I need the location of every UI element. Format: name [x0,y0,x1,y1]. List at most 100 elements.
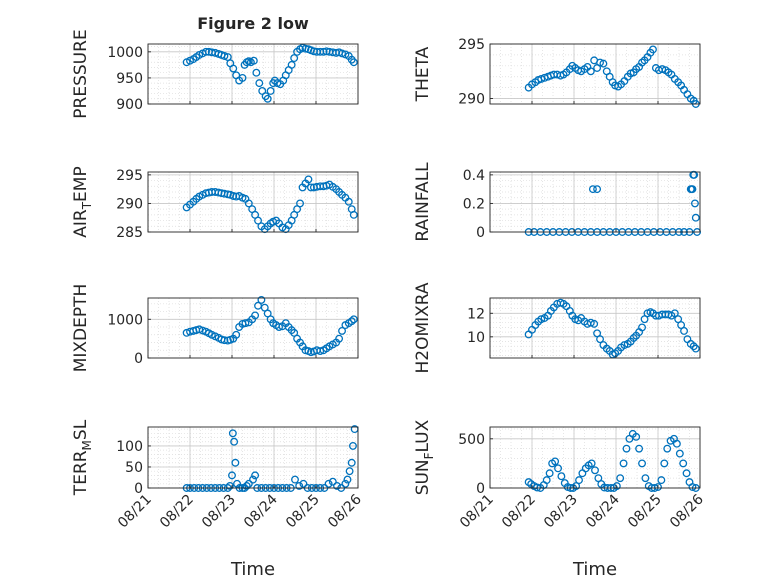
data-point [332,48,341,57]
data-point [654,483,662,491]
data-point [347,317,356,326]
axes-box [489,426,701,489]
axes-box [489,43,701,105]
data-point [344,197,353,206]
data-point [249,56,258,65]
data-point [238,73,247,82]
data-point [691,199,699,208]
y-tick-label: 900 [116,97,143,113]
y-tick-label: 0.2 [463,196,485,212]
data-point [251,311,260,320]
axes-box [489,297,701,359]
data-point [649,45,657,54]
data-point [537,74,546,83]
data-point [596,335,604,344]
data-point [220,52,229,60]
data-point [290,54,299,63]
y-tick-label: 0 [476,481,485,497]
data-point [672,439,681,448]
data-point [244,199,253,208]
data-point [254,216,262,225]
data-point [660,459,669,468]
data-point [228,429,237,438]
data-point [657,476,666,485]
data-point [263,94,272,103]
y-axis-label: SUNFLUX [413,419,436,495]
data-point [658,65,667,74]
data-point [619,459,628,468]
x-axis-label-left: Time [230,559,275,580]
data-point [349,58,358,67]
y-axis-label: MIXDEPTH [71,284,91,373]
data-point [533,483,541,492]
y-tick-label: 0 [476,225,485,241]
y-axis-label: PRESSURE [71,29,91,118]
data-point [616,474,625,483]
data-point [675,449,684,458]
data-point [586,318,595,327]
data-point [596,58,604,67]
data-point [229,192,238,200]
y-tick-label: 295 [458,37,485,53]
data-point [244,479,253,488]
data-point [586,67,595,76]
data-point [229,64,238,73]
data-point [198,326,207,335]
y-tick-label: 950 [116,71,143,87]
data-point [319,47,328,56]
data-point [347,458,356,467]
data-point [299,479,308,488]
data-point [638,323,646,332]
data-point [687,185,696,194]
y-axis-label: AIRTEMP [71,166,94,237]
axes-box [147,426,359,489]
data-point [333,481,341,490]
data-point [691,213,700,222]
data-point [551,457,560,466]
data-point [588,185,597,194]
data-point [593,185,602,194]
y-tick-label: 0 [134,481,143,497]
data-point [230,437,239,446]
data-point [622,444,631,453]
data-point [257,295,266,304]
y-tick-label: 12 [467,306,485,322]
data-point [252,68,261,77]
data-point [335,334,344,343]
data-point [599,59,608,68]
y-tick-label: 285 [116,225,143,241]
data-point [663,444,672,453]
data-point [689,342,698,351]
data-point [251,471,260,480]
axes-box [489,171,701,233]
y-tick-label: 1000 [107,45,143,61]
data-point [295,481,304,490]
data-point [287,60,296,69]
y-tick-label: 50 [125,460,143,476]
data-point [241,319,250,328]
subplot-5: 0 1000 MIXDEPTH [71,284,359,373]
data-point [249,475,257,484]
data-point [195,325,204,334]
x-axis-label-right: Time [572,559,617,580]
data-point [266,87,275,95]
data-point [575,476,583,485]
y-tick-label: 500 [458,432,485,448]
data-point [307,183,315,192]
data-point [225,481,234,490]
data-point [587,459,596,468]
data-point [291,475,299,484]
data-point [349,315,358,324]
y-tick-label: 1000 [107,312,143,328]
data-point [301,44,310,53]
y-tick-label: 100 [116,439,143,455]
data-point [338,49,346,58]
data-point [338,326,346,335]
y-tick-label: 295 [116,168,143,184]
data-point [635,444,644,453]
data-point [220,336,229,345]
data-point [228,471,236,480]
data-point [679,459,688,468]
y-tick-label: 0 [134,351,143,367]
